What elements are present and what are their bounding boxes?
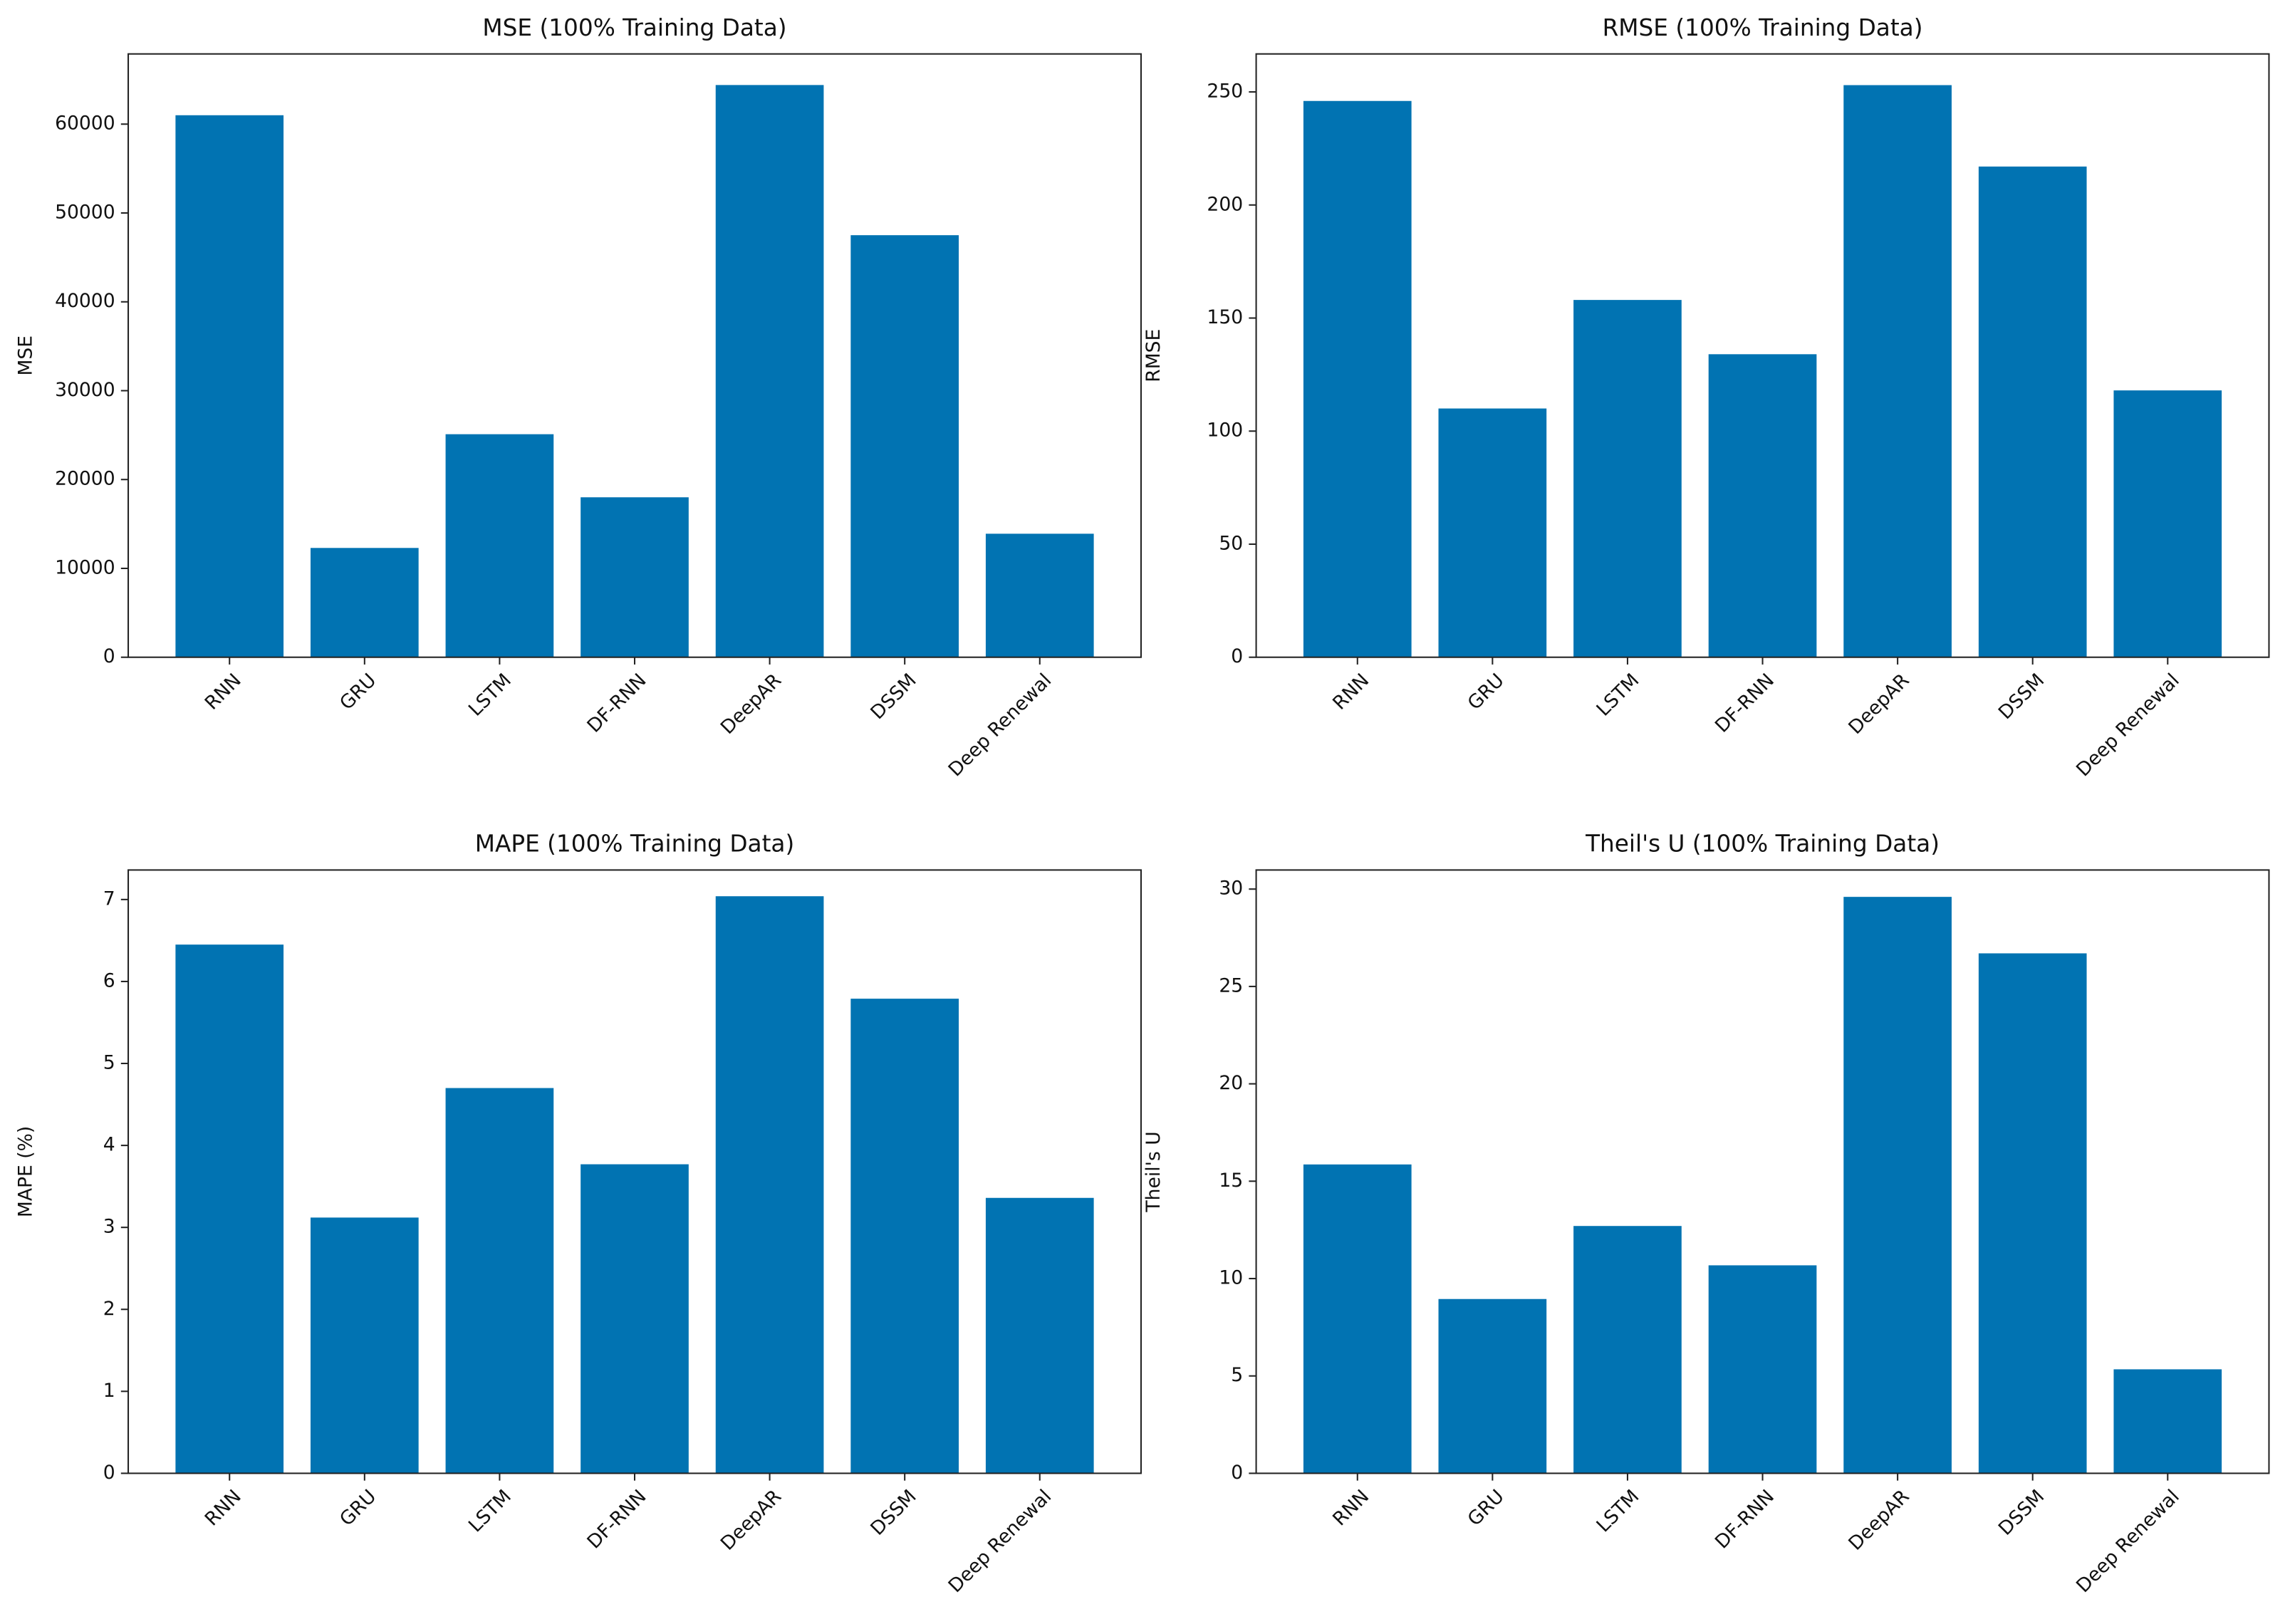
y-tick-label: 50 [1219,532,1243,554]
bar [310,548,419,657]
bar [581,1164,689,1474]
chart-title: MAPE (100% Training Data) [475,831,795,858]
bar [175,944,284,1474]
y-tick-label: 30 [1219,878,1243,900]
y-tick-label: 100 [1207,420,1243,442]
bar [310,1217,419,1474]
plot-frame [1255,53,2270,658]
x-tick-label: Deep Renewal [2072,1485,2184,1597]
x-tick-label: LSTM [464,1485,516,1536]
plot-frame [127,869,1142,1474]
y-tick-label: 50000 [55,202,115,224]
y-axis-label: MSE [14,335,36,376]
chart-title: RMSE (100% Training Data) [1603,14,1923,41]
y-tick-label: 0 [1231,645,1243,667]
y-tick-label: 20 [1219,1072,1243,1094]
bar [2113,1369,2222,1474]
y-tick-label: 250 [1207,80,1243,103]
y-tick-label: 60000 [55,113,115,135]
x-tick-label: DeepAR [1844,1485,1913,1554]
bar [1303,1164,1412,1474]
bar [175,115,284,657]
y-tick-label: 5 [1231,1364,1243,1386]
x-tick-label: GRU [335,670,380,714]
bar [1708,354,1817,657]
y-axis-label: MAPE (%) [14,1126,36,1217]
y-tick-label: 2 [103,1298,115,1320]
bar [1438,408,1547,657]
x-tick-label: LSTM [1592,670,1643,721]
bar [715,85,824,657]
y-tick-label: 150 [1207,306,1243,328]
bar [445,434,554,657]
bar [2113,390,2222,657]
x-tick-label: GRU [1464,1485,1509,1530]
y-tick-label: 0 [1231,1462,1243,1484]
y-tick-label: 40000 [55,290,115,312]
bar [850,999,959,1474]
bar [1303,100,1412,657]
y-tick-label: 25 [1219,974,1243,996]
bar [1978,953,2087,1474]
plot-frame [127,53,1142,658]
y-tick-label: 20000 [55,468,115,490]
x-tick-label: GRU [1464,670,1509,714]
y-tick-label: 10000 [55,556,115,578]
bar [1573,300,1682,657]
x-tick-label: Deep Renewal [2072,670,2184,781]
y-tick-label: 1 [103,1380,115,1402]
x-tick-label: DeepAR [1844,670,1913,739]
x-tick-label: DF-RNN [583,1485,650,1553]
bar [850,235,959,657]
x-tick-label: RNN [1328,1485,1373,1530]
x-tick-label: Deep Renewal [944,670,1056,781]
x-tick-label: DSSM [1994,670,2049,724]
y-tick-label: 10 [1219,1267,1243,1289]
x-tick-label: DeepAR [717,1485,786,1554]
y-tick-label: 0 [103,645,115,667]
y-tick-label: 6 [103,969,115,991]
bar [1438,1298,1547,1474]
x-tick-label: DF-RNN [583,670,650,737]
x-tick-label: RNN [1328,670,1373,714]
bar [985,533,1094,657]
y-axis-label: RMSE [1142,329,1165,382]
x-tick-label: LSTM [1592,1485,1643,1536]
bar [1573,1226,1682,1474]
y-axis-label: Theil's U [1142,1131,1165,1212]
bar [715,896,824,1474]
plot-frame [1255,869,2270,1474]
bar [1843,85,1952,657]
x-tick-label: Deep Renewal [944,1485,1056,1597]
x-tick-label: RNN [201,670,246,714]
x-tick-label: LSTM [464,670,516,721]
x-tick-label: DSSM [1994,1485,2049,1539]
x-tick-label: GRU [335,1485,380,1530]
x-tick-label: DSSM [866,1485,920,1539]
bar [1978,166,2087,657]
y-tick-label: 3 [103,1216,115,1238]
x-tick-label: DeepAR [717,670,786,739]
bar [1708,1265,1817,1474]
y-tick-label: 0 [103,1462,115,1484]
x-tick-label: DF-RNN [1711,1485,1779,1553]
bar [445,1088,554,1474]
x-tick-label: DSSM [866,670,920,724]
x-tick-label: DF-RNN [1711,670,1779,737]
y-tick-label: 15 [1219,1170,1243,1192]
y-tick-label: 200 [1207,193,1243,215]
y-tick-label: 7 [103,888,115,910]
chart-title: Theil's U (100% Training Data) [1585,831,1940,858]
bar [985,1197,1094,1474]
y-tick-label: 4 [103,1134,115,1156]
chart-title: MSE (100% Training Data) [482,14,786,41]
y-tick-label: 30000 [55,379,115,401]
bar [581,497,689,657]
x-tick-label: RNN [201,1485,246,1530]
y-tick-label: 5 [103,1052,115,1074]
bar [1843,897,1952,1474]
